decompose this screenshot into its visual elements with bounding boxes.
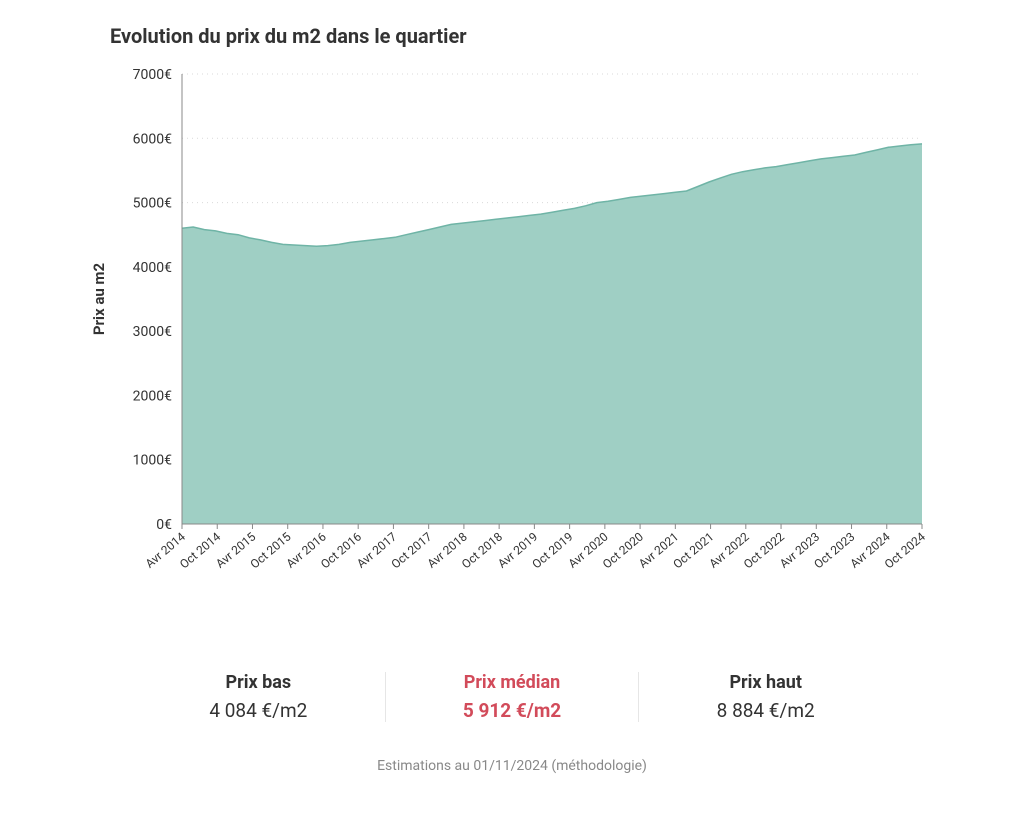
stat-low: Prix bas 4 084 €/m2 bbox=[132, 668, 385, 726]
svg-text:3000€: 3000€ bbox=[133, 324, 172, 340]
stat-high-label: Prix haut bbox=[663, 672, 868, 693]
svg-text:7000€: 7000€ bbox=[133, 67, 172, 83]
svg-text:2000€: 2000€ bbox=[133, 388, 172, 404]
stat-high: Prix haut 8 884 €/m2 bbox=[639, 668, 892, 726]
stat-high-value: 8 884 €/m2 bbox=[663, 699, 868, 722]
price-stats-row: Prix bas 4 084 €/m2 Prix médian 5 912 €/… bbox=[132, 668, 892, 726]
price-evolution-chart: 0€ 1000€ 2000€ 3000€ 4000€ 5000€ 6000€ 7000€ Pri… bbox=[72, 64, 952, 628]
svg-text:0€: 0€ bbox=[156, 517, 172, 533]
stat-low-label: Prix bas bbox=[156, 672, 361, 693]
stat-median-value: 5 912 €/m2 bbox=[410, 699, 615, 722]
stat-median: Prix médian 5 912 €/m2 bbox=[386, 668, 639, 726]
svg-text:5000€: 5000€ bbox=[133, 196, 172, 212]
stat-median-label: Prix médian bbox=[410, 672, 615, 693]
footer-note: Estimations au 01/11/2024 (méthodologie) bbox=[40, 758, 984, 774]
stat-low-value: 4 084 €/m2 bbox=[156, 699, 361, 722]
chart-title: Evolution du prix du m2 dans le quartier bbox=[110, 24, 984, 48]
svg-text:1000€: 1000€ bbox=[133, 453, 172, 469]
svg-text:6000€: 6000€ bbox=[133, 131, 172, 147]
svg-text:Prix au m2: Prix au m2 bbox=[90, 262, 108, 335]
svg-text:4000€: 4000€ bbox=[133, 260, 172, 276]
